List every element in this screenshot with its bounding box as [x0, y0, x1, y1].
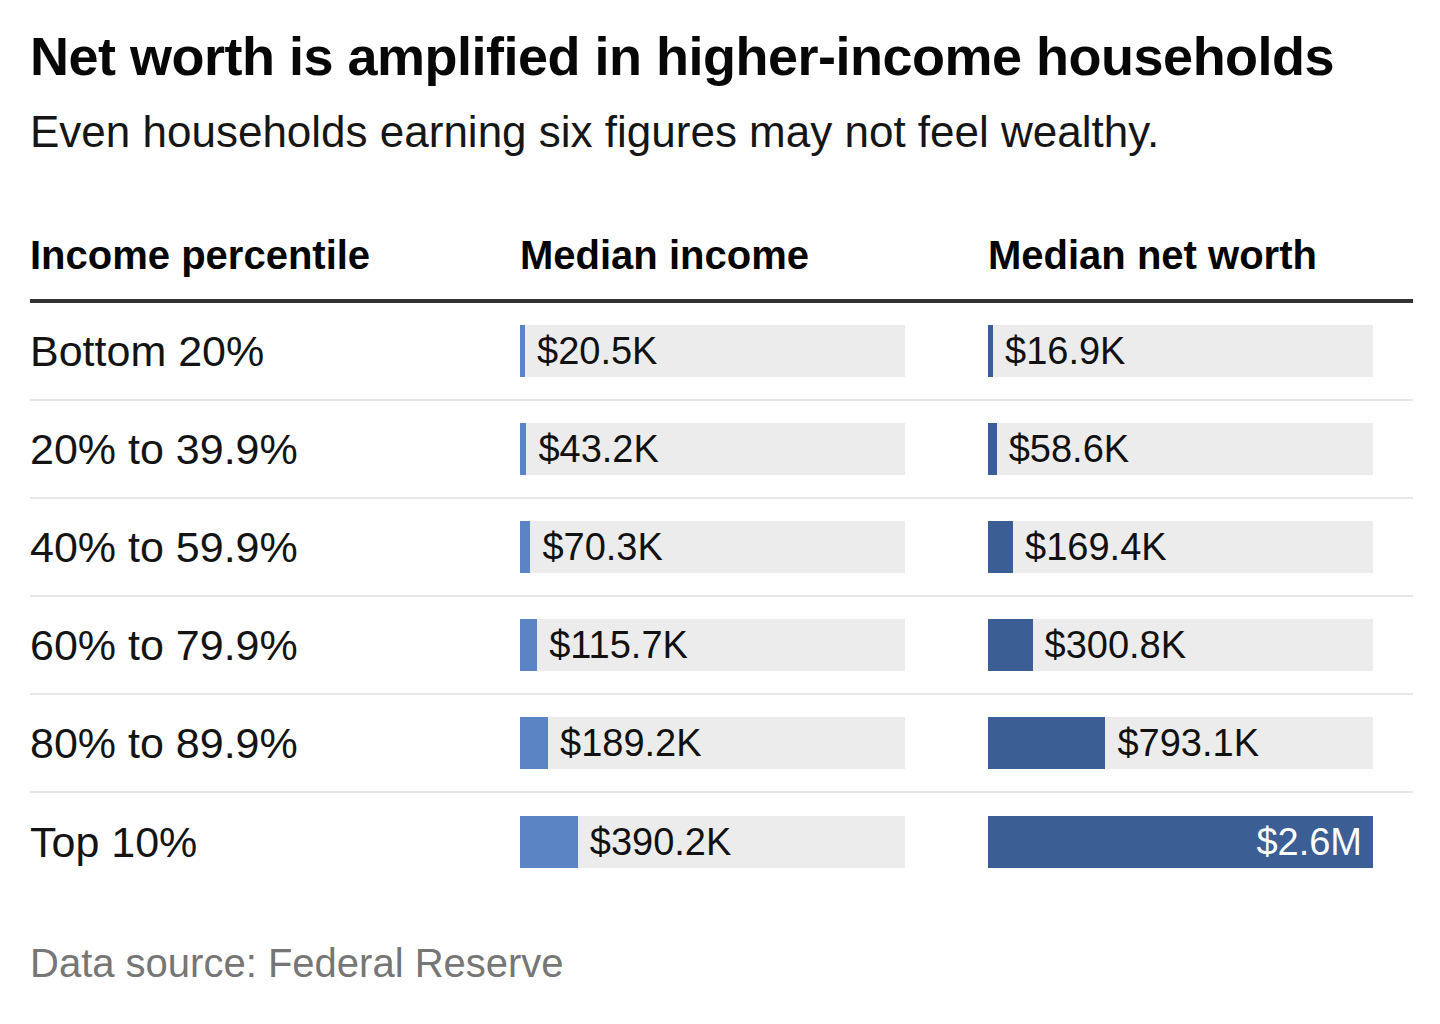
- income-bar-track: $390.2K: [520, 816, 905, 868]
- networth-bar: [988, 325, 993, 377]
- income-value-label: $390.2K: [590, 821, 732, 864]
- median-networth-cell: $169.4K: [988, 521, 1413, 573]
- table-row: 80% to 89.9% $189.2K $793.1K: [30, 695, 1413, 793]
- networth-bar-track: $2.6M: [988, 816, 1373, 868]
- income-bar: [520, 325, 525, 377]
- median-networth-cell: $2.6M: [988, 816, 1413, 868]
- median-income-cell: $70.3K: [520, 521, 988, 573]
- chart-page: Net worth is amplified in higher-income …: [0, 0, 1440, 1024]
- income-value-label: $43.2K: [538, 428, 658, 471]
- income-bar: [520, 423, 526, 475]
- income-percentile-label: 80% to 89.9%: [30, 720, 520, 767]
- table-row: 20% to 39.9% $43.2K $58.6K: [30, 401, 1413, 499]
- income-percentile-label: 60% to 79.9%: [30, 622, 520, 669]
- median-income-cell: $390.2K: [520, 816, 988, 868]
- median-networth-cell: $58.6K: [988, 423, 1413, 475]
- median-income-cell: $20.5K: [520, 325, 988, 377]
- table-row: 40% to 59.9% $70.3K $169.4K: [30, 499, 1413, 597]
- column-header-income-percentile: Income percentile: [30, 233, 520, 277]
- networth-bar-track: $793.1K: [988, 717, 1373, 769]
- income-value-label: $115.7K: [549, 624, 688, 667]
- networth-value-label: $16.9K: [1005, 330, 1125, 373]
- chart-subtitle: Even households earning six figures may …: [30, 104, 1413, 159]
- networth-bar: [988, 717, 1105, 769]
- median-networth-cell: $16.9K: [988, 325, 1413, 377]
- networth-bar: [988, 521, 1013, 573]
- networth-bar: [988, 619, 1033, 671]
- networth-value-label: $169.4K: [1025, 526, 1167, 569]
- income-percentile-label: Top 10%: [30, 819, 520, 866]
- networth-value-label: $2.6M: [1256, 821, 1362, 864]
- table-header-row: Income percentile Median income Median n…: [30, 233, 1413, 303]
- income-percentile-label: Bottom 20%: [30, 328, 520, 375]
- median-income-cell: $189.2K: [520, 717, 988, 769]
- income-bar-track: $115.7K: [520, 619, 905, 671]
- networth-bar: [988, 423, 997, 475]
- median-networth-cell: $793.1K: [988, 717, 1413, 769]
- income-bar-track: $70.3K: [520, 521, 905, 573]
- table-row: Top 10% $390.2K $2.6M: [30, 793, 1413, 891]
- table-row: Bottom 20% $20.5K $16.9K: [30, 303, 1413, 401]
- networth-bar-track: $300.8K: [988, 619, 1373, 671]
- chart-title: Net worth is amplified in higher-income …: [30, 26, 1413, 86]
- income-value-label: $70.3K: [542, 526, 662, 569]
- income-bar-track: $20.5K: [520, 325, 905, 377]
- networth-bar-track: $169.4K: [988, 521, 1373, 573]
- networth-value-label: $58.6K: [1009, 428, 1129, 471]
- networth-bar-track: $58.6K: [988, 423, 1373, 475]
- median-income-cell: $115.7K: [520, 619, 988, 671]
- income-bar-track: $189.2K: [520, 717, 905, 769]
- income-value-label: $189.2K: [560, 722, 702, 765]
- networth-value-label: $300.8K: [1045, 624, 1187, 667]
- income-bar: [520, 816, 578, 868]
- networth-bar-track: $16.9K: [988, 325, 1373, 377]
- income-percentile-label: 40% to 59.9%: [30, 524, 520, 571]
- table-row: 60% to 79.9% $115.7K $300.8K: [30, 597, 1413, 695]
- column-header-median-net-worth: Median net worth: [988, 233, 1413, 277]
- networth-value-label: $793.1K: [1117, 722, 1259, 765]
- income-percentile-label: 20% to 39.9%: [30, 426, 520, 473]
- income-bar: [520, 521, 530, 573]
- data-source-note: Data source: Federal Reserve: [30, 939, 1413, 987]
- median-networth-cell: $300.8K: [988, 619, 1413, 671]
- income-value-label: $20.5K: [537, 330, 657, 373]
- income-bar: [520, 619, 537, 671]
- bar-table: Income percentile Median income Median n…: [30, 233, 1413, 891]
- column-header-median-income: Median income: [520, 233, 988, 277]
- income-bar-track: $43.2K: [520, 423, 905, 475]
- income-bar: [520, 717, 548, 769]
- median-income-cell: $43.2K: [520, 423, 988, 475]
